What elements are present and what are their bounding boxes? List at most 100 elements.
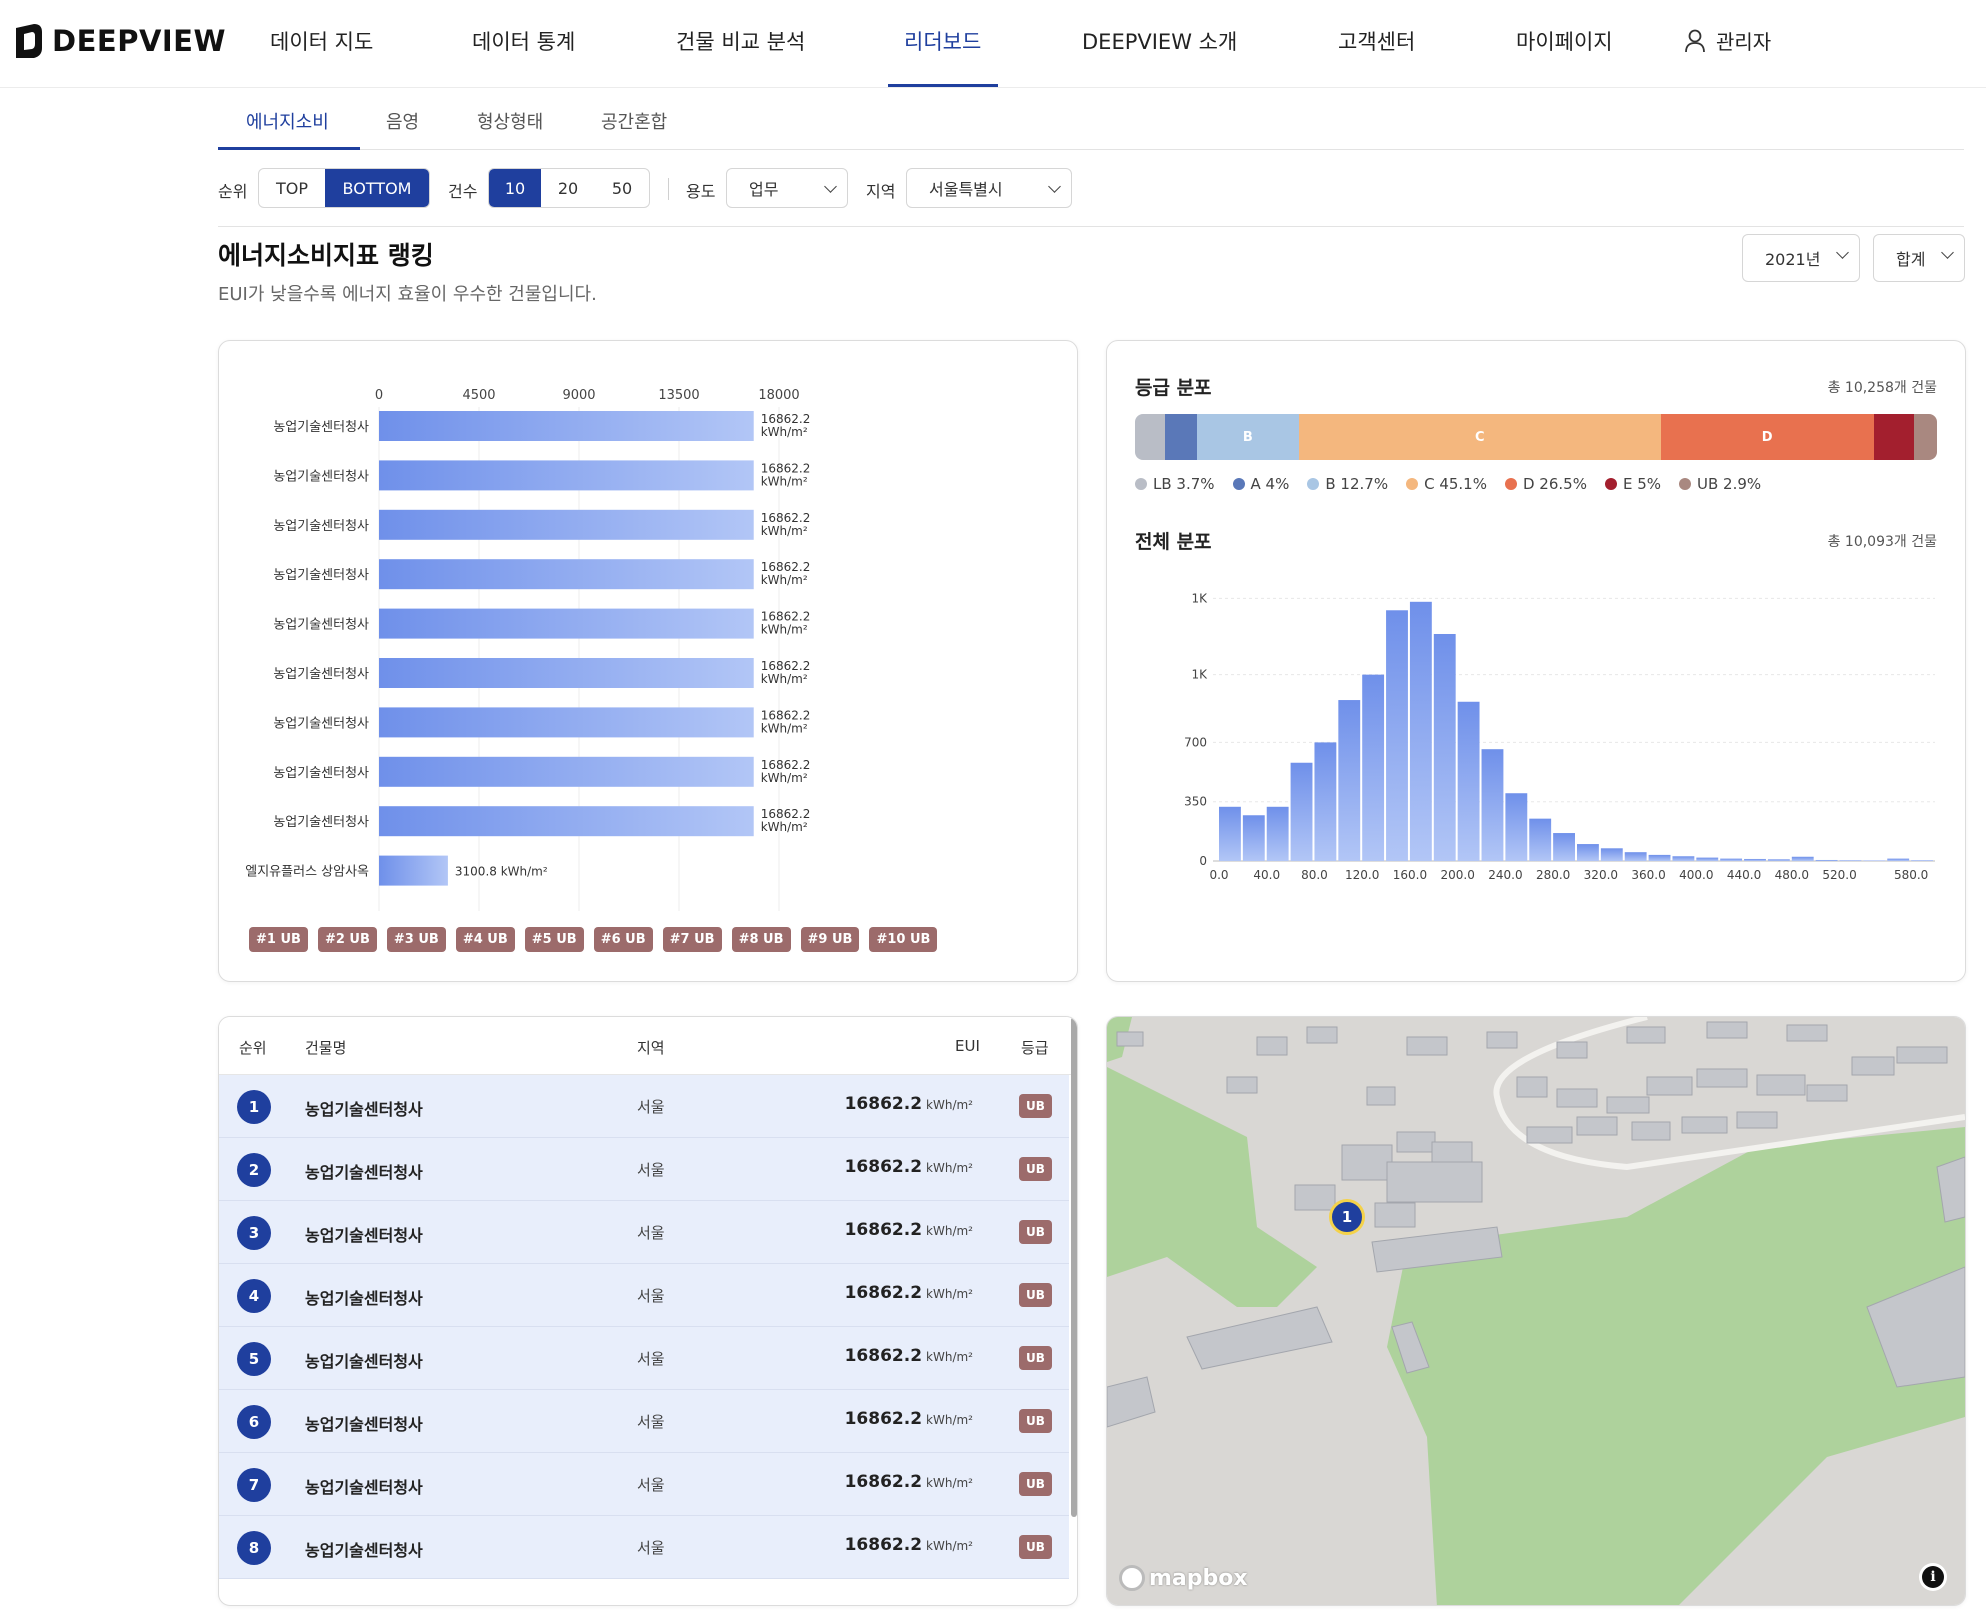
table-row[interactable]: 5 농업기술센터청사 서울 16862.2 kWh/m² UB [219, 1327, 1069, 1390]
legend-item[interactable]: C 45.1% [1406, 475, 1487, 493]
user-menu[interactable]: 관리자 [1684, 26, 1771, 55]
nav-item-support[interactable]: 고객센터 [1338, 30, 1416, 54]
building [1306, 1026, 1338, 1044]
ub-tag[interactable]: #6 UB [593, 927, 653, 952]
mapbox-attribution[interactable]: mapbox [1119, 1565, 1248, 1591]
header-name: 건물명 [305, 1039, 347, 1057]
eui-value-cell: 16862.2 kWh/m² [845, 1094, 973, 1114]
aggregate-select[interactable]: 합계 [1873, 234, 1965, 282]
tab-shade[interactable]: 음영 [386, 112, 420, 133]
bar [379, 411, 754, 441]
legend-item[interactable]: E 5% [1604, 475, 1661, 493]
rank-badge: 3 [237, 1216, 271, 1250]
sub-tabs: 에너지소비 음영 형상형태 공간혼합 [218, 88, 1964, 150]
region-select[interactable]: 서울특별시 [906, 168, 1072, 208]
grade-segment[interactable] [1913, 414, 1937, 460]
nav-item-building-compare[interactable]: 건물 비교 분석 [676, 30, 806, 54]
nav-item-data-stats[interactable]: 데이터 통계 [472, 30, 576, 54]
ub-tag[interactable]: #7 UB [662, 927, 722, 952]
ub-tag[interactable]: #5 UB [524, 927, 584, 952]
building [1341, 1144, 1393, 1181]
building [1294, 1184, 1336, 1211]
table-row[interactable]: 4 농업기술센터청사 서울 16862.2 kWh/m² UB [219, 1264, 1069, 1327]
eui-value: 16862.2 [844, 1472, 923, 1492]
data-label: 16862.2 [761, 807, 811, 821]
building [1516, 1076, 1548, 1098]
info-button[interactable]: i [1919, 1563, 1947, 1591]
nav-item-mypage[interactable]: 마이페이지 [1516, 30, 1613, 54]
legend-item[interactable]: D 26.5% [1504, 475, 1587, 493]
table-row[interactable]: 7 농업기술센터청사 서울 16862.2 kWh/m² UB [219, 1453, 1069, 1516]
grade-segment[interactable]: B [1196, 414, 1299, 460]
grade-segment[interactable]: C [1298, 414, 1661, 460]
eui-value-cell: 16862.2 kWh/m² [845, 1157, 973, 1177]
table-row[interactable]: 3 농업기술센터청사 서울 16862.2 kWh/m² UB [219, 1201, 1069, 1264]
building [1526, 1126, 1573, 1144]
histogram-bar [1529, 818, 1552, 861]
building [1226, 1076, 1258, 1094]
legend-item[interactable]: A 4% [1232, 475, 1289, 493]
grade-badge: UB [1019, 1094, 1052, 1118]
ub-tag[interactable]: #10 UB [869, 927, 938, 952]
building-region: 서울 [637, 1098, 665, 1116]
eui-value-cell: 16862.2 kWh/m² [845, 1472, 973, 1492]
eui-value-cell: 16862.2 kWh/m² [845, 1220, 973, 1240]
eui-ranking-bar-chart: 0 4500 9000 13500 18000농업기술센터청사16862.2kWh/m²… [245, 388, 811, 911]
legend-dot [1679, 478, 1692, 490]
histogram-bar [1290, 762, 1313, 861]
building [1896, 1046, 1948, 1064]
ub-tag[interactable]: #1 UB [249, 927, 308, 952]
rank-top-button[interactable]: TOP [275, 178, 308, 198]
grade-segment[interactable] [1164, 414, 1197, 460]
brand-logo[interactable]: DEEPVIEW [14, 22, 226, 60]
map-marker[interactable]: 1 [1329, 1199, 1365, 1235]
building-region: 서울 [637, 1224, 665, 1242]
legend-label: D 26.5% [1522, 475, 1587, 493]
3d-building-map[interactable] [1107, 1017, 1965, 1606]
ub-tag[interactable]: #4 UB [455, 927, 515, 952]
year-select[interactable]: 2021년 [1742, 234, 1860, 282]
count-50-button[interactable]: 50 [611, 178, 633, 198]
bar [379, 608, 754, 639]
grade-segment[interactable] [1135, 414, 1165, 460]
nav-item-leaderboard[interactable]: 리더보드 [904, 30, 982, 54]
header-eui: EUI [955, 1037, 980, 1055]
use-label: 용도 [686, 182, 716, 201]
nav-item-data-map[interactable]: 데이터 지도 [270, 30, 374, 54]
grade-segment[interactable] [1873, 414, 1914, 460]
data-label: 16862.2 [761, 560, 811, 574]
rank-badge: 7 [237, 1468, 271, 1502]
bar [379, 855, 448, 886]
x-tick-label: 360.0 [1631, 868, 1665, 882]
y-tick-label: 0 [1199, 854, 1207, 868]
grade-segment[interactable]: D [1660, 414, 1874, 460]
building-name: 농업기술센터청사 [305, 1352, 423, 1371]
category-label: 농업기술센터청사 [273, 519, 369, 534]
use-select-value: 업무 [749, 180, 779, 199]
category-label: 농업기술센터청사 [273, 667, 369, 682]
ub-tag[interactable]: #2 UB [317, 927, 377, 952]
table-row[interactable]: 1 농업기술센터청사 서울 16862.2 kWh/m² UB [219, 1075, 1069, 1138]
ub-tag[interactable]: #3 UB [386, 927, 446, 952]
table-row[interactable]: 6 농업기술센터청사 서울 16862.2 kWh/m² UB [219, 1390, 1069, 1453]
table-scrollbar[interactable] [1071, 1017, 1077, 1517]
use-select[interactable]: 업무 [726, 168, 848, 208]
ub-tag[interactable]: #8 UB [731, 927, 791, 952]
tab-shape[interactable]: 형상형태 [477, 112, 544, 133]
count-20-button[interactable]: 20 [557, 178, 579, 198]
tab-space-mix[interactable]: 공간혼합 [601, 112, 668, 133]
rank-bottom-button[interactable]: BOTTOM [325, 169, 429, 207]
legend-item[interactable]: LB 3.7% [1135, 475, 1215, 493]
nav-item-about[interactable]: DEEPVIEW 소개 [1082, 30, 1238, 54]
rank-badge: 1 [237, 1090, 271, 1124]
legend-item[interactable]: B 12.7% [1307, 475, 1388, 493]
ub-tag[interactable]: #9 UB [800, 927, 860, 952]
table-row[interactable]: 2 농업기술센터청사 서울 16862.2 kWh/m² UB [219, 1138, 1069, 1201]
building-region: 서울 [637, 1287, 665, 1305]
table-row[interactable]: 8 농업기술센터청사 서울 16862.2 kWh/m² UB [219, 1516, 1069, 1579]
tab-energy[interactable]: 에너지소비 [246, 112, 329, 133]
count-10-button[interactable]: 10 [489, 169, 541, 207]
legend-item[interactable]: UB 2.9% [1679, 475, 1761, 493]
ub-tag-list: #1 UB #2 UB #3 UB #4 UB #5 UB #6 UB #7 UB #8 UB… [249, 927, 938, 952]
